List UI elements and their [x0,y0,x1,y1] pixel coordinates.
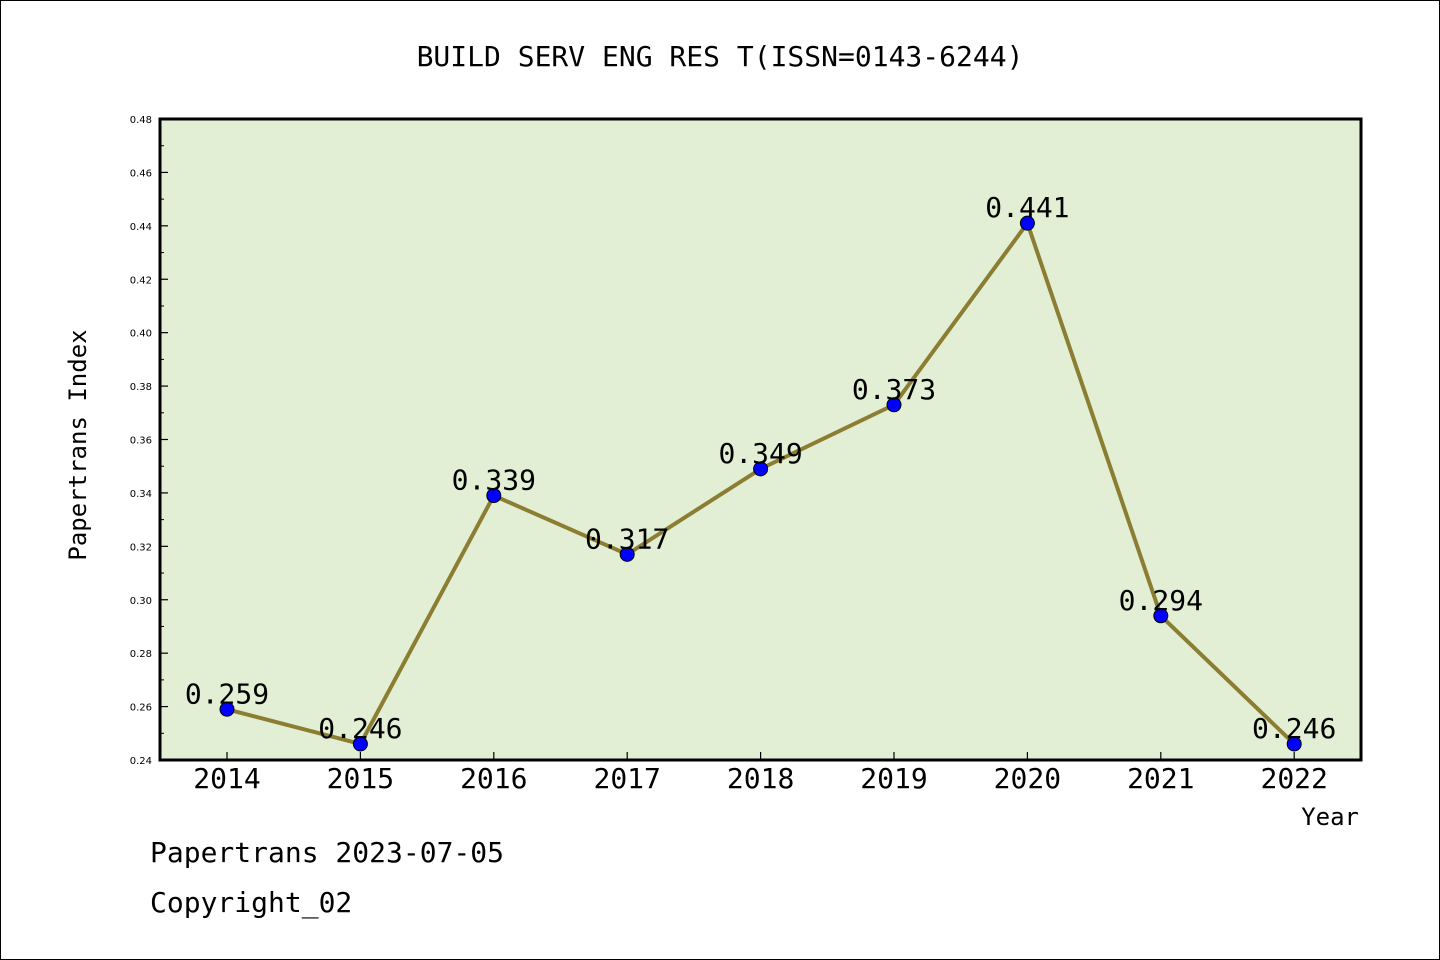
data-point [219,701,235,717]
y-tick-label: 0.28 [130,649,152,660]
y-tick-label: 0.30 [130,596,152,607]
data-label: 0.373 [852,373,936,406]
y-tick-label: 0.26 [130,703,152,714]
y-tick-label: 0.40 [130,329,152,340]
data-label: 0.246 [1252,712,1336,745]
y-tick-label: 0.44 [130,222,152,233]
y-tick-label: 0.34 [130,489,152,500]
data-label: 0.339 [452,464,536,497]
footer-date: Papertrans 2023-07-05 [150,836,505,869]
y-tick-label: 0.42 [130,275,152,286]
data-label: 0.246 [318,712,402,745]
data-label: 0.441 [985,191,1069,224]
x-tick-label: 2018 [727,762,794,795]
x-tick-label: 2019 [860,762,927,795]
x-tick-label: 2015 [327,762,394,795]
data-label: 0.259 [185,677,269,710]
data-point [753,461,769,477]
data-point [1019,215,1035,231]
data-point [352,736,368,752]
data-label: 0.294 [1119,584,1203,617]
x-tick-label: 2014 [193,762,260,795]
data-point [486,488,502,504]
y-axis: 0.24 0.26 0.28 0.30 0.32 0.34 0.36 0.38 0.40 0.42… [130,115,168,767]
x-axis: 2014 2015 2016 2017 2018 2019 2020 2021 2022 [193,752,1328,795]
x-tick-label: 2016 [460,762,527,795]
x-axis-label: Year [1301,803,1359,831]
data-point [1153,608,1169,624]
y-tick-label: 0.24 [130,756,152,767]
y-tick-label: 0.32 [130,542,152,553]
data-point [619,546,635,562]
plot-area [158,117,1363,762]
series-0: 0.259 0.246 0.339 0.317 0.349 0.373 0.441 0.294… [185,191,1336,752]
chart-title: BUILD SERV ENG RES T(ISSN=0143-6244) [417,40,1024,73]
data-point [1286,736,1302,752]
footer-copyright: Copyright_02 [150,886,353,919]
y-tick-label: 0.48 [130,115,152,126]
data-label: 0.317 [585,522,669,555]
data-point [886,397,902,413]
x-tick-label: 2021 [1127,762,1194,795]
y-tick-label: 0.38 [130,382,152,393]
x-tick-label: 2022 [1260,762,1327,795]
y-tick-label: 0.36 [130,436,152,447]
data-label: 0.349 [718,437,802,470]
y-tick-label: 0.46 [130,168,152,179]
x-tick-label: 2020 [994,762,1061,795]
x-tick-label: 2017 [593,762,660,795]
y-axis-label: Papertrans Index [64,329,92,560]
